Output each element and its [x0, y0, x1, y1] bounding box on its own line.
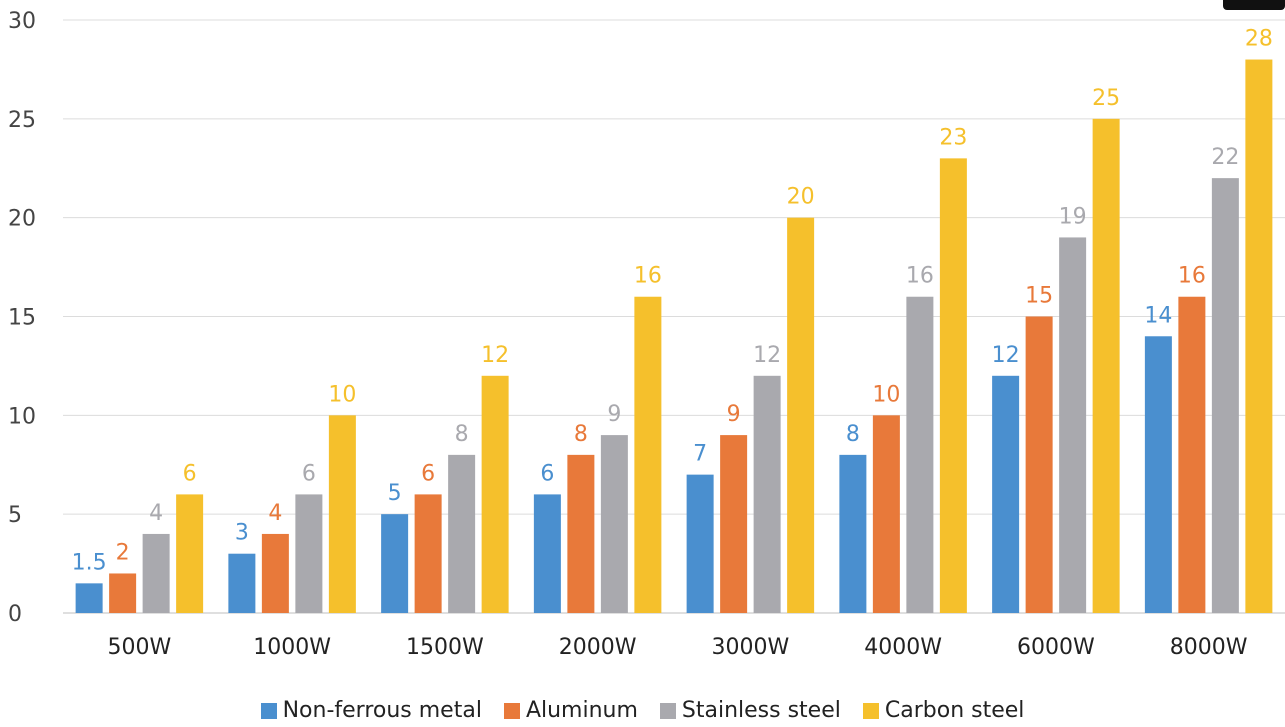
- bar-value-label: 10: [872, 382, 900, 407]
- bar: [533, 494, 561, 613]
- bar: [686, 474, 714, 613]
- legend-label: Carbon steel: [884, 698, 1025, 723]
- legend-label: Aluminum: [525, 698, 638, 723]
- bar-value-label: 6: [183, 461, 197, 486]
- legend-item: Carbon steel: [862, 698, 1025, 723]
- legend-swatch: [260, 702, 277, 719]
- bar: [906, 296, 934, 613]
- bar-value-label: 7: [693, 442, 707, 467]
- bar: [1059, 237, 1087, 613]
- bar-value-label: 22: [1211, 145, 1239, 170]
- bar-value-label: 16: [906, 264, 934, 289]
- y-tick-label: 15: [8, 306, 36, 331]
- bar-value-label: 28: [1245, 27, 1273, 52]
- bar: [872, 415, 900, 613]
- x-tick-label: 8000W: [1170, 635, 1248, 660]
- bars: 1.5 2463461056812689167912208101623121519…: [72, 27, 1273, 614]
- bar: [1245, 59, 1273, 614]
- bar-value-label: 2: [116, 540, 130, 565]
- bar-value-label: 12: [481, 343, 509, 368]
- legend-swatch: [862, 702, 879, 719]
- x-tick-label: 1500W: [406, 635, 484, 660]
- legend-item: Aluminum: [503, 698, 638, 723]
- bar: [75, 583, 103, 613]
- y-tick-label: 10: [8, 404, 36, 429]
- bar-value-label: 4: [268, 501, 282, 526]
- legend-item: Stainless steel: [659, 698, 841, 723]
- bar-value-label: 8: [846, 422, 860, 447]
- bar-value-label: 6: [540, 461, 554, 486]
- y-tick-label: 25: [8, 108, 36, 133]
- legend-label: Stainless steel: [681, 698, 841, 723]
- bar-value-label: 9: [607, 402, 621, 427]
- bar-value-label: 4: [149, 501, 163, 526]
- bar: [448, 454, 476, 613]
- bar: [414, 494, 442, 613]
- bar: [634, 296, 662, 613]
- y-tick-label: 5: [8, 503, 22, 528]
- bar-value-label: 6: [302, 461, 316, 486]
- x-tick-label: 1000W: [253, 635, 331, 660]
- bar-value-label: 8: [455, 422, 469, 447]
- bar: [600, 435, 628, 613]
- bar: [1092, 118, 1120, 613]
- bar: [109, 573, 137, 613]
- bar-value-label: 16: [1178, 264, 1206, 289]
- legend-item: Non-ferrous metal: [260, 698, 482, 723]
- bar: [176, 494, 204, 613]
- bar: [939, 158, 967, 613]
- y-tick-label: 30: [8, 9, 36, 34]
- bar-value-label: 16: [634, 264, 662, 289]
- y-tick-label: 0: [8, 602, 22, 627]
- bar: [381, 514, 409, 613]
- bar: [1211, 178, 1239, 613]
- x-axis: 500W 1000W 1500W 2000W 3000W 4000W 6000W 8000W: [108, 635, 1248, 660]
- bar: [481, 375, 509, 613]
- bar: [567, 454, 595, 613]
- x-tick-label: 2000W: [559, 635, 637, 660]
- x-tick-label: 4000W: [864, 635, 942, 660]
- x-tick-label: 6000W: [1017, 635, 1095, 660]
- bar: [839, 454, 867, 613]
- gridlines: [63, 19, 1285, 614]
- bar: [261, 533, 289, 613]
- bar: [720, 435, 748, 613]
- brand-logo: [1223, 0, 1285, 10]
- bar-value-label: 25: [1092, 86, 1120, 111]
- bar-value-label: 19: [1059, 204, 1087, 229]
- bar: [295, 494, 323, 613]
- bar: [787, 217, 815, 613]
- bar-value-label: 6: [421, 461, 435, 486]
- bar-value-label: 1.5: [72, 550, 107, 575]
- x-tick-label: 3000W: [712, 635, 790, 660]
- bar: [1144, 336, 1172, 613]
- bar: [228, 553, 256, 613]
- bar: [328, 415, 356, 613]
- bar-value-label: 5: [388, 481, 402, 506]
- bar-value-label: 12: [992, 343, 1020, 368]
- x-tick-label: 500W: [108, 635, 172, 660]
- bar: [992, 375, 1020, 613]
- y-tick-label: 20: [8, 207, 36, 232]
- bar-value-label: 15: [1025, 284, 1053, 309]
- legend-swatch: [503, 702, 520, 719]
- bar-value-label: 14: [1144, 303, 1172, 328]
- bar-value-label: 10: [328, 382, 356, 407]
- bar-value-label: 12: [753, 343, 781, 368]
- bar: [142, 533, 170, 613]
- bar-value-label: 3: [235, 521, 249, 546]
- bar: [753, 375, 781, 613]
- bar-value-label: 9: [727, 402, 741, 427]
- bar-value-label: 8: [574, 422, 588, 447]
- bar-value-label: 23: [939, 125, 967, 150]
- bar-value-label: 20: [787, 185, 815, 210]
- legend-label: Non-ferrous metal: [282, 698, 482, 723]
- bar: [1178, 296, 1206, 613]
- legend-swatch: [659, 702, 676, 719]
- bar: [1025, 316, 1053, 613]
- legend: Non-ferrous metal Aluminum Stainless steel…: [0, 694, 1285, 727]
- y-axis: 0 5 10 15 20 25 30: [8, 9, 36, 627]
